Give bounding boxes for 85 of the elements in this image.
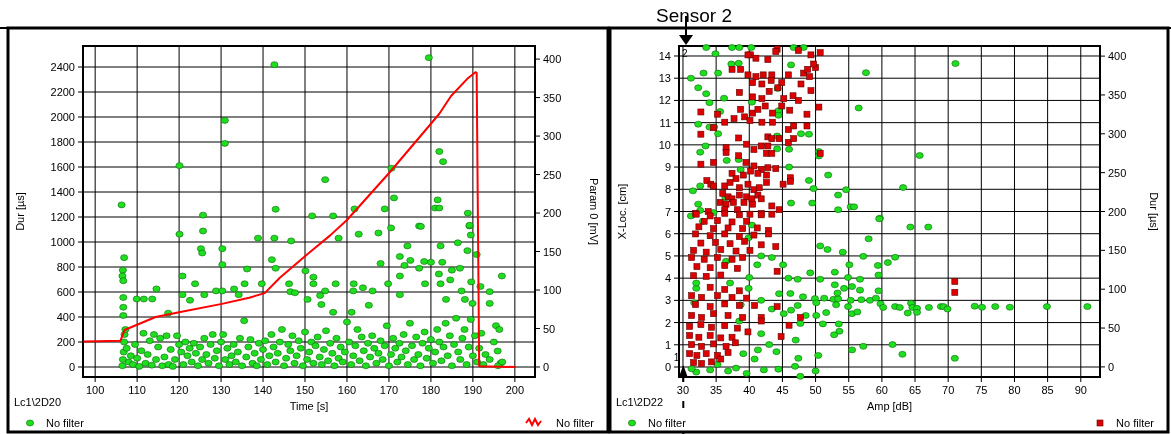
y-tick-label: 7	[664, 205, 671, 218]
x-tick-label: 50	[809, 384, 822, 396]
y-axis-title: X-Loc. [cm]	[616, 183, 628, 240]
y-tick-label: 13	[658, 72, 671, 85]
text: Lc1\2D22	[616, 396, 664, 408]
legend-label: No filter	[1116, 417, 1155, 429]
x-tick-label: 45	[776, 384, 789, 396]
x-tick-label: 140	[253, 384, 273, 396]
y2-axis-title: Param 0 [mV]	[588, 177, 600, 246]
x-tick-label: 80	[1008, 384, 1021, 396]
y2-tick-label: 150	[1108, 244, 1127, 257]
annotation: 2	[682, 48, 688, 59]
y-tick-label: 1200	[50, 211, 75, 223]
y-tick-label: 3	[664, 294, 671, 307]
y-tick-label: 1000	[50, 236, 75, 248]
y-tick-label: 1800	[50, 136, 75, 148]
y-tick-label: 9	[664, 161, 671, 174]
y2-tick-label: 250	[543, 168, 562, 181]
y2-axis-title: Dur [µs]	[1148, 192, 1160, 231]
line-series	[82, 71, 516, 368]
y-tick-label: 11	[659, 116, 671, 129]
y2-tick-label: 0	[543, 360, 550, 373]
y2-tick-label: 200	[543, 207, 562, 220]
x-tick-label: 160	[337, 384, 357, 396]
x-tick-label: 70	[942, 384, 955, 396]
y-tick-label: 800	[56, 261, 75, 273]
y2-tick-label: 100	[1108, 283, 1127, 296]
y-tick-label: 8	[664, 183, 671, 196]
x-tick-label: 30	[676, 384, 690, 396]
y-tick-label: 6	[664, 227, 671, 240]
legend-label: No filter	[46, 417, 85, 429]
y-tick-label: 200	[56, 336, 75, 348]
x-tick-label: 90	[1074, 384, 1087, 396]
y2-tick-label: 50	[543, 322, 556, 335]
y-tick-label: 2400	[50, 61, 75, 73]
y-tick-label: 2	[664, 316, 671, 329]
legend-label: No filter	[556, 417, 595, 429]
x-tick-label: 130	[211, 384, 231, 396]
legend-label: No filter	[648, 417, 687, 429]
y2-tick-label: 300	[543, 130, 562, 143]
x-tick-label: 150	[295, 384, 315, 396]
y2-tick-label: 350	[1108, 88, 1127, 101]
y-tick-label: 4	[664, 272, 671, 285]
x-tick-label: 120	[169, 384, 189, 396]
y-tick-label: 2200	[50, 86, 75, 98]
x-tick-label: 85	[1041, 384, 1054, 396]
y2-tick-label: 400	[543, 53, 562, 66]
y2-tick-label: 100	[543, 284, 562, 297]
y2-tick-label: 200	[1108, 205, 1127, 218]
y-tick-label: 0	[664, 361, 671, 373]
y-axis-title: Dur [µs]	[14, 192, 26, 231]
x-tick-label: 110	[128, 384, 146, 396]
y-tick-label: 1	[664, 338, 671, 351]
chart-title: Sensor 2	[655, 5, 733, 26]
x-tick-label: 200	[505, 384, 525, 396]
x-tick-label: 180	[421, 384, 441, 396]
y2-tick-label: 350	[543, 91, 562, 104]
y-tick-label: 14	[658, 50, 671, 62]
y2-tick-label: 150	[543, 245, 562, 258]
y-tick-label: 12	[658, 94, 671, 107]
y2-tick-label: 250	[1108, 166, 1127, 179]
y2-tick-label: 50	[1108, 322, 1121, 335]
x-axis-title: Time [s]	[289, 400, 329, 412]
y-tick-label: 10	[658, 138, 671, 151]
text: Lc1\2D20	[14, 396, 62, 408]
y-tick-label: 0	[68, 361, 75, 373]
y2-tick-label: 300	[1108, 127, 1127, 140]
x-tick-label: 65	[908, 384, 922, 396]
x-tick-label: 100	[85, 384, 105, 396]
x-tick-label: 40	[743, 384, 756, 396]
x-tick-label: 170	[379, 384, 399, 396]
y2-tick-label: 0	[1108, 360, 1115, 373]
y-tick-label: 2000	[50, 111, 75, 123]
x-tick-label: 75	[975, 384, 988, 396]
y-tick-label: 600	[56, 286, 75, 298]
y-tick-label: 1600	[50, 161, 75, 173]
y2-tick-label: 400	[1108, 50, 1127, 63]
x-tick-label: 35	[710, 384, 723, 396]
x-tick-label: 55	[842, 384, 855, 396]
y-tick-label: 5	[664, 249, 671, 262]
x-axis-title: Amp [dB]	[866, 400, 913, 412]
x-tick-label: 190	[463, 384, 483, 396]
y-tick-label: 400	[56, 311, 75, 323]
x-tick-label: 60	[875, 384, 888, 396]
y-tick-label: 1400	[50, 186, 75, 198]
